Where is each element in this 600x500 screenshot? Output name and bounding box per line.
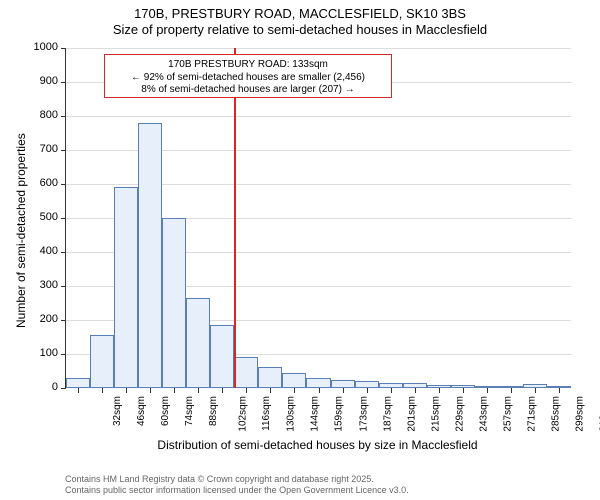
histogram-bar [162,218,186,388]
y-tick [61,320,66,321]
x-tick-label: 116sqm [261,396,272,431]
credits-line-1: Contains HM Land Registry data © Crown c… [65,474,409,485]
x-tick [150,388,151,393]
x-tick [343,388,344,393]
x-tick [198,388,199,393]
x-axis-label: Distribution of semi-detached houses by … [65,438,570,452]
x-tick [559,388,560,393]
title-line-2: Size of property relative to semi-detach… [0,22,600,38]
x-tick [463,388,464,393]
y-tick [61,218,66,219]
y-tick-label: 1000 [26,41,58,53]
x-tick-label: 299sqm [575,396,586,432]
x-tick [439,388,440,393]
x-tick-label: 46sqm [136,396,147,426]
histogram-bar [114,187,138,388]
histogram-bar [258,367,282,388]
x-tick-label: 257sqm [502,396,513,432]
y-tick [61,150,66,151]
x-tick-label: 187sqm [382,396,393,432]
y-tick [61,354,66,355]
page-root: 170B, PRESTBURY ROAD, MACCLESFIELD, SK10… [0,0,600,500]
credits-line-2: Contains public sector information licen… [65,485,409,496]
y-tick [61,48,66,49]
y-tick [61,252,66,253]
x-tick-label: 88sqm [208,396,219,426]
x-tick [535,388,536,393]
histogram-bar [306,378,330,388]
x-tick [511,388,512,393]
x-tick-label: 285sqm [550,396,561,432]
histogram-bar [186,298,210,388]
histogram-bar [331,380,355,389]
y-gridline [66,116,571,117]
annotation-title: 170B PRESTBURY ROAD: 133sqm [111,59,385,72]
y-tick [61,184,66,185]
y-tick-label: 800 [26,109,58,121]
x-tick [391,388,392,393]
x-tick-label: 271sqm [526,396,537,432]
y-tick-label: 0 [26,381,58,393]
y-tick-label: 200 [26,313,58,325]
x-tick [294,388,295,393]
y-tick [61,116,66,117]
histogram-plot: 0100200300400500600700800900100032sqm46s… [65,48,570,388]
x-tick [78,388,79,393]
x-tick-label: 102sqm [238,396,249,432]
x-tick [222,388,223,393]
annotation-line-2: 8% of semi-detached houses are larger (2… [111,84,385,97]
histogram-bar [234,357,258,388]
histogram-bar [282,373,306,388]
y-gridline [66,48,571,49]
y-tick-label: 400 [26,245,58,257]
histogram-bar [210,325,234,388]
y-tick-label: 600 [26,177,58,189]
x-tick-label: 32sqm [112,396,123,426]
x-tick [174,388,175,393]
histogram-bar [138,123,162,388]
y-tick [61,388,66,389]
credits-block: Contains HM Land Registry data © Crown c… [65,474,409,496]
y-tick [61,82,66,83]
x-tick [367,388,368,393]
x-tick [270,388,271,393]
histogram-bar [90,335,114,388]
x-tick-label: 159sqm [334,396,345,432]
y-tick-label: 500 [26,211,58,223]
histogram-bar [66,378,90,388]
x-tick [102,388,103,393]
x-tick-label: 229sqm [454,396,465,432]
marker-line [234,48,236,388]
y-tick [61,286,66,287]
title-block: 170B, PRESTBURY ROAD, MACCLESFIELD, SK10… [0,6,600,39]
x-tick-label: 173sqm [358,396,369,432]
y-axis-label: Number of semi-detached properties [14,133,28,328]
x-tick [415,388,416,393]
x-tick-label: 74sqm [184,396,195,426]
y-tick-label: 900 [26,75,58,87]
x-tick-label: 60sqm [160,396,171,426]
x-tick-label: 130sqm [286,396,297,432]
x-tick [319,388,320,393]
y-tick-label: 700 [26,143,58,155]
y-tick-label: 300 [26,279,58,291]
histogram-bar [355,381,379,388]
annotation-line-1: ← 92% of semi-detached houses are smalle… [111,72,385,85]
x-tick-label: 243sqm [478,396,489,432]
x-tick [246,388,247,393]
x-tick [126,388,127,393]
x-tick-label: 144sqm [310,396,321,432]
title-line-1: 170B, PRESTBURY ROAD, MACCLESFIELD, SK10… [0,6,600,22]
x-tick-label: 215sqm [430,396,441,432]
y-tick-label: 100 [26,347,58,359]
annotation-box: 170B PRESTBURY ROAD: 133sqm← 92% of semi… [104,54,392,98]
x-tick [487,388,488,393]
x-tick-label: 201sqm [406,396,417,432]
